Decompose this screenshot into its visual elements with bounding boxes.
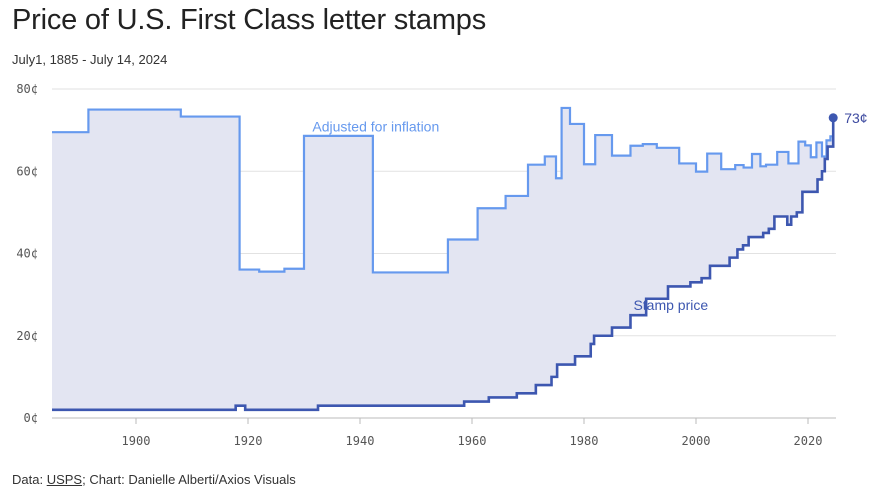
y-tick-label: 0¢ [24,411,38,425]
latest-price-label: 73¢ [844,110,867,126]
y-tick-label: 40¢ [16,247,38,261]
y-tick-label: 20¢ [16,329,38,343]
x-tick-label: 1900 [122,434,151,448]
footer-source-prefix: Data: [12,472,47,487]
x-tick-label: 1940 [346,434,375,448]
y-tick-label: 80¢ [16,82,38,96]
chart-subtitle: July1, 1885 - July 14, 2024 [12,52,168,67]
annotations: Adjusted for inflation Stamp price 73¢ [312,110,867,313]
stamp-price-line [52,117,835,412]
adjusted-for-inflation-line [52,106,835,274]
y-tick-label: 60¢ [16,164,38,178]
x-tick-label: 1980 [570,434,599,448]
chart-footer: Data: USPS; Chart: Danielle Alberti/Axio… [12,472,296,487]
x-axis: 1900 1920 1940 1960 1980 2000 2020 [122,418,823,448]
area-between-series [52,107,834,410]
x-tick-label: 1960 [458,434,487,448]
latest-price-dot [828,113,838,123]
y-axis: 0¢ 20¢ 40¢ 60¢ 80¢ [16,82,38,425]
area-fill [52,107,834,410]
series-lines [52,106,835,412]
x-tick-label: 2000 [682,434,711,448]
stamp-price-label: Stamp price [633,297,708,313]
footer-source-link[interactable]: USPS [46,472,83,487]
footer-credit: ; Chart: Danielle Alberti/Axios Visuals [82,472,296,487]
chart-title: Price of U.S. First Class letter stamps [12,4,487,36]
x-tick-label: 2020 [794,434,823,448]
x-tick-label: 1920 [234,434,263,448]
adjusted-for-inflation-label: Adjusted for inflation [312,118,439,134]
